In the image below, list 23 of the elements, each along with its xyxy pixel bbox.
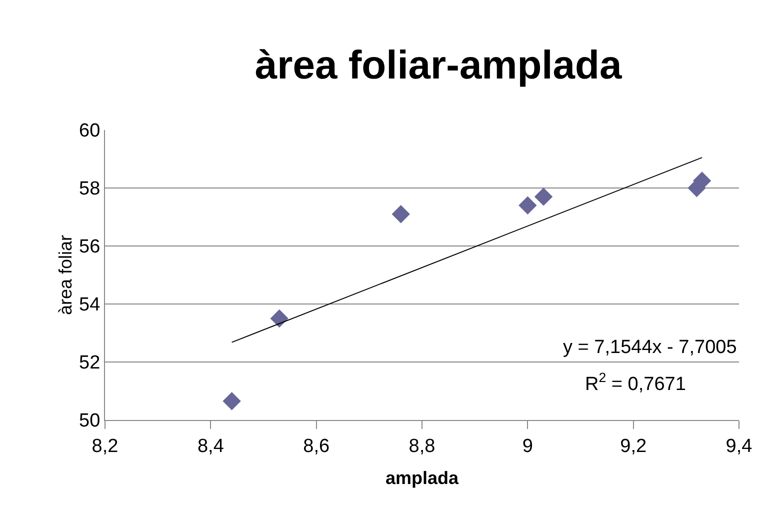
- y-tick-label: 50: [79, 410, 100, 432]
- x-tick-label: 8,4: [197, 436, 224, 457]
- point: [392, 205, 410, 224]
- x-axis-title: amplada: [385, 468, 460, 488]
- x-tick-label: 8,8: [408, 436, 436, 457]
- annotation: R$^{2}$ = 0,7671: [585, 370, 686, 395]
- chart-title: àrea foliar-amplada: [254, 44, 622, 88]
- x-tick-label: 9,2: [620, 436, 647, 457]
- y-tick-label: 52: [79, 352, 100, 374]
- point: [270, 309, 288, 328]
- x-tick-label: 8,2: [92, 436, 118, 457]
- x-tick-label: 8,6: [303, 436, 330, 457]
- y-tick-label: 60: [79, 120, 100, 142]
- x-tick-label: 9: [522, 436, 533, 457]
- point: [222, 392, 241, 410]
- y-tick-label: 54: [79, 294, 101, 316]
- y-axis-title: àrea foliar: [55, 234, 76, 316]
- point: [534, 188, 553, 206]
- x-tick-label: 9,4: [726, 436, 753, 457]
- point: [518, 196, 537, 214]
- y-tick-label: 58: [79, 178, 100, 200]
- y-tick-label: 56: [79, 236, 100, 258]
- annotation: y = 7,1544x - 7,7005: [563, 337, 737, 358]
